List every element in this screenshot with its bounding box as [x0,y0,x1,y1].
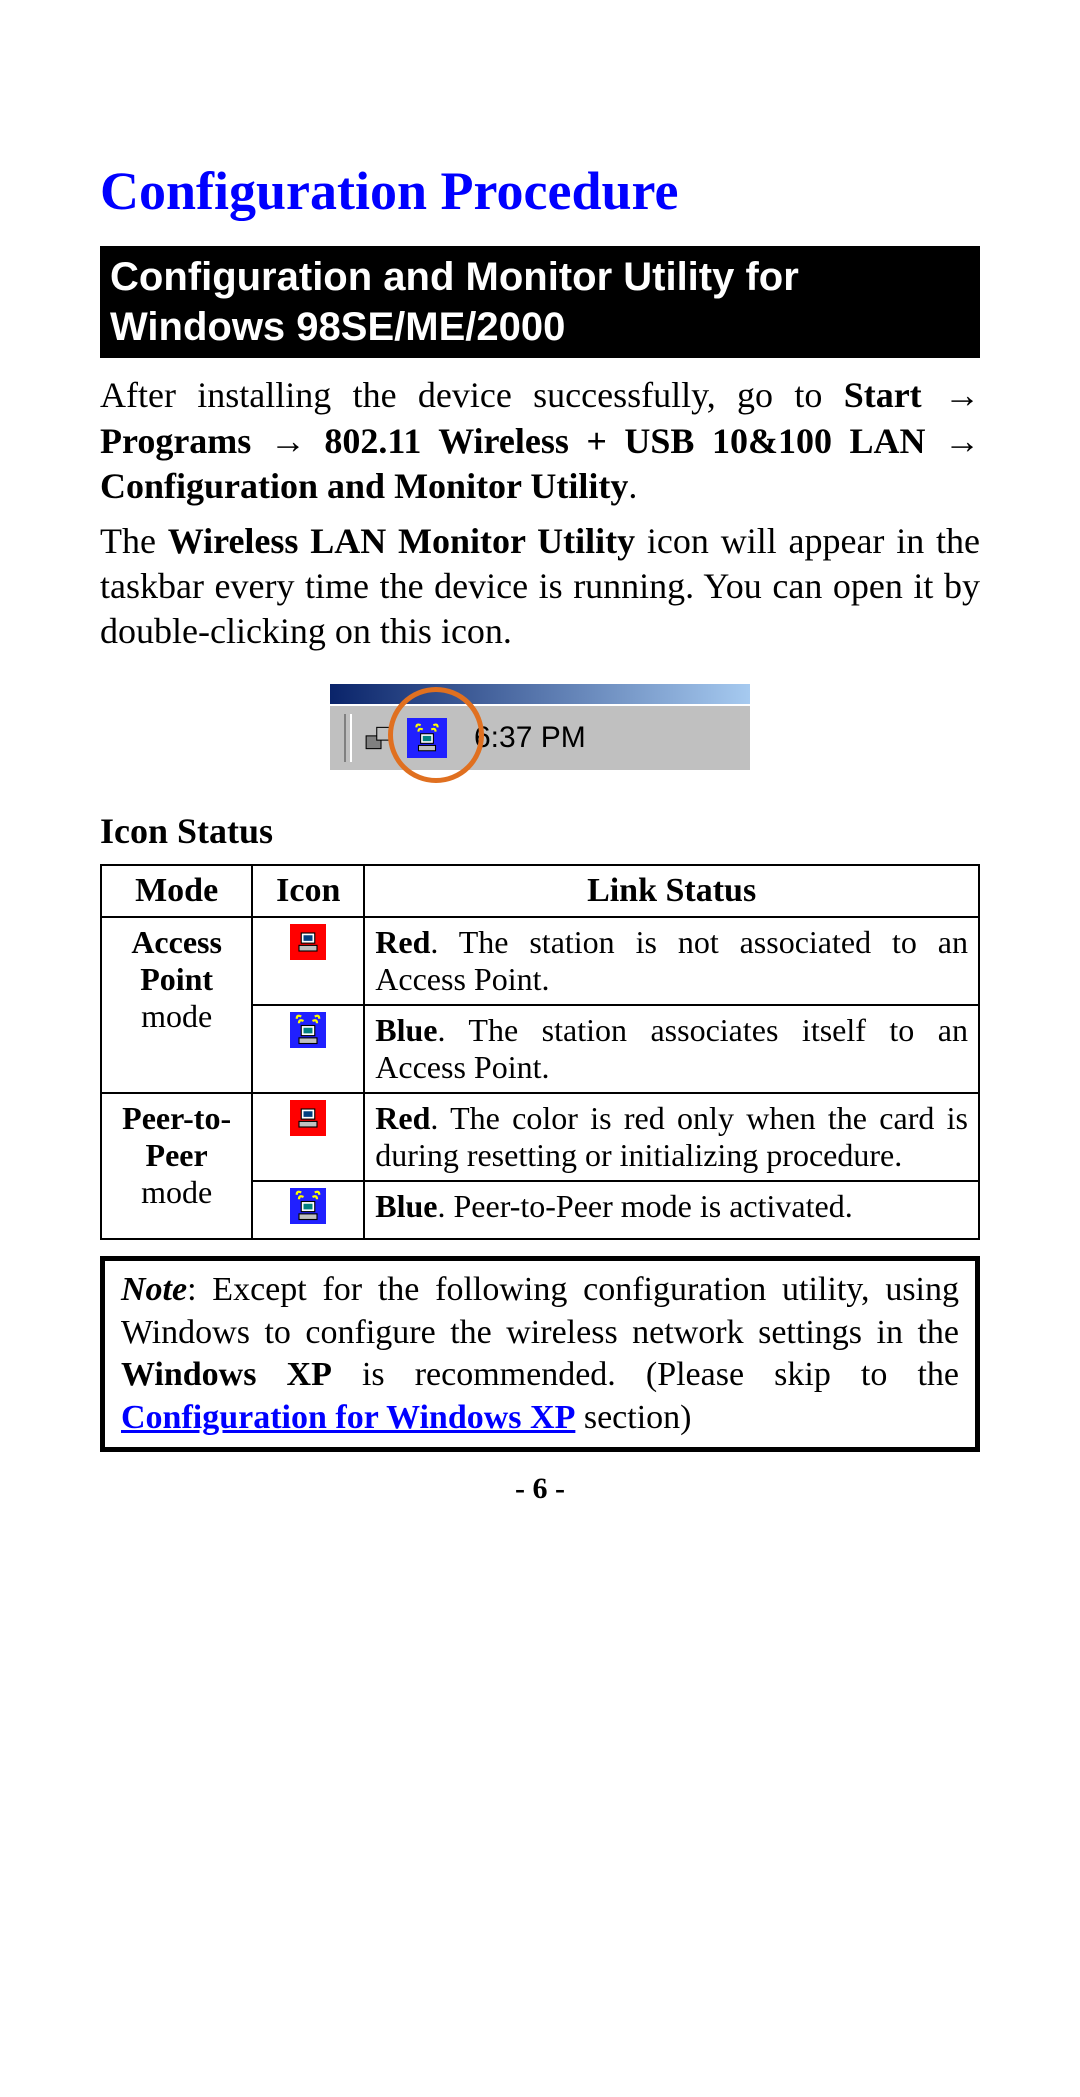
status-text: . The color is red only when the card is… [375,1100,968,1173]
wlan-blue-icon [290,1012,326,1048]
status-cell: Blue. Peer-to-Peer mode is activated. [364,1181,979,1239]
mode-name: Access Point [131,924,222,997]
table-header-row: Mode Icon Link Status [101,865,979,917]
utility-name: Wireless LAN Monitor Utility [168,521,635,561]
col-mode: Mode [101,865,252,917]
mode-name: Peer-to-Peer [122,1100,231,1173]
text: After installing the device successfully… [100,375,844,415]
menu-path-programs: Programs [100,421,251,461]
col-status: Link Status [364,865,979,917]
note-label: Note [121,1271,187,1308]
arrow-icon: → [922,374,980,415]
paragraph-2: The Wireless LAN Monitor Utility icon wi… [100,519,980,654]
page-number: - 6 - [100,1472,980,1506]
taskbar-window: 6:37 PM [330,684,750,770]
menu-path-start: Start [844,375,922,415]
arrow-icon: → [251,420,324,461]
icon-cell [252,1181,364,1239]
status-text: . Peer-to-Peer mode is activated. [438,1188,853,1224]
window-titlebar [330,684,750,704]
config-windows-xp-link[interactable]: Configuration for Windows XP [121,1399,575,1436]
mode-cell-access-point: Access Point mode [101,917,252,1093]
status-color: Red [375,1100,430,1136]
status-text: . The station is not associated to an Ac… [375,924,968,997]
wlan-blue-icon [290,1188,326,1224]
status-color: Blue [375,1188,437,1224]
system-tray: 6:37 PM [330,704,750,770]
mode-suffix: mode [141,998,212,1034]
status-text: . The station associates itself to an Ac… [375,1012,968,1085]
status-color: Red [375,924,430,960]
note-text: is recommended. (Please skip to the [332,1356,959,1393]
col-icon: Icon [252,865,364,917]
text: . [628,466,637,506]
page-title: Configuration Procedure [100,160,980,222]
table-row: Peer-to-Peer mode Red. The color is red … [101,1093,979,1181]
tray-separator [344,714,352,762]
icon-cell [252,917,364,1005]
mode-cell-peer-to-peer: Peer-to-Peer mode [101,1093,252,1239]
icon-status-table: Mode Icon Link Status Access Point mode [100,864,980,1240]
section-header: Configuration and Monitor Utility for Wi… [100,246,980,358]
status-cell: Red. The station is not associated to an… [364,917,979,1005]
network-icon [364,721,398,755]
menu-path-wireless: 802.11 Wireless + USB 10&100 LAN [324,421,925,461]
taskbar-clock: 6:37 PM [474,721,586,755]
wlan-red-icon [290,924,326,960]
paragraph-1: After installing the device successfully… [100,372,980,509]
table-row: Access Point mode Red. The station is no… [101,917,979,1005]
wlan-tray-icon[interactable] [404,715,450,761]
icon-status-heading: Icon Status [100,810,980,852]
note-box: Note: Except for the following configura… [100,1256,980,1452]
arrow-icon: → [925,420,980,461]
status-color: Blue [375,1012,437,1048]
document-page: Configuration Procedure Configuration an… [0,0,1080,1566]
icon-cell [252,1093,364,1181]
taskbar-screenshot: 6:37 PM [100,684,980,770]
status-cell: Blue. The station associates itself to a… [364,1005,979,1093]
note-text: : Except for the following configuration… [121,1271,959,1351]
windows-xp-text: Windows XP [121,1356,332,1393]
text: The [100,521,168,561]
icon-cell [252,1005,364,1093]
status-cell: Red. The color is red only when the card… [364,1093,979,1181]
note-text: section) [575,1399,691,1436]
mode-suffix: mode [141,1174,212,1210]
menu-path-utility: Configuration and Monitor Utility [100,466,628,506]
wlan-red-icon [290,1100,326,1136]
